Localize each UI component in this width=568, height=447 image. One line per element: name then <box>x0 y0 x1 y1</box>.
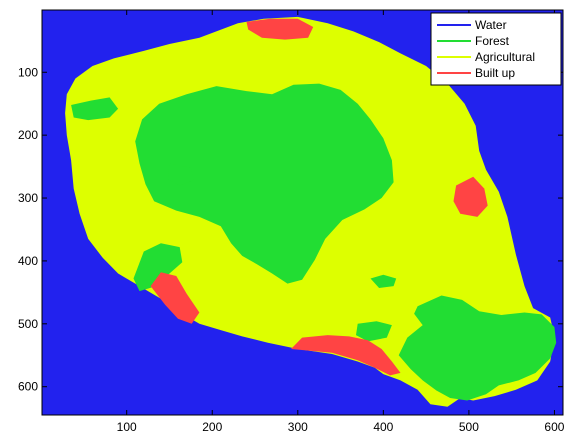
region-forest-small-west <box>167 163 194 186</box>
legend-label: Water <box>475 18 507 32</box>
y-tick-label: 600 <box>18 380 38 394</box>
region-forest-north-west <box>71 97 119 121</box>
x-tick-label: 100 <box>117 420 137 434</box>
region-central-forest <box>135 83 394 284</box>
region-forest-south-west <box>133 243 183 292</box>
x-axis-ticks: 100 200 300 400 500 600 <box>117 10 565 434</box>
region-builtup-north <box>246 18 314 40</box>
region-forest-south <box>356 321 392 342</box>
legend-label: Agricultural <box>475 50 535 64</box>
y-tick-label: 100 <box>18 65 38 79</box>
y-tick-label: 300 <box>18 191 38 205</box>
region-builtup-east <box>453 176 488 217</box>
y-tick-label: 200 <box>18 128 38 142</box>
region-builtup-south-west <box>150 272 200 324</box>
x-tick-label: 500 <box>459 420 479 434</box>
legend: Water Forest Agricultural Built up <box>430 12 562 86</box>
axes-frame <box>41 9 564 416</box>
y-axis-ticks: 100 200 300 400 500 600 <box>18 65 563 394</box>
y-tick-label: 500 <box>18 317 38 331</box>
x-tick-label: 300 <box>288 420 308 434</box>
y-tick-label: 400 <box>18 254 38 268</box>
region-forest-south-east <box>398 295 557 401</box>
x-tick-label: 200 <box>202 420 222 434</box>
land-cover-regions <box>65 16 557 407</box>
legend-label: Forest <box>475 34 510 48</box>
region-builtup-south <box>291 335 401 376</box>
x-tick-label: 400 <box>373 420 393 434</box>
region-forest-mid-east <box>370 274 397 288</box>
legend-label: Built up <box>475 66 515 80</box>
x-tick-label: 600 <box>544 420 564 434</box>
